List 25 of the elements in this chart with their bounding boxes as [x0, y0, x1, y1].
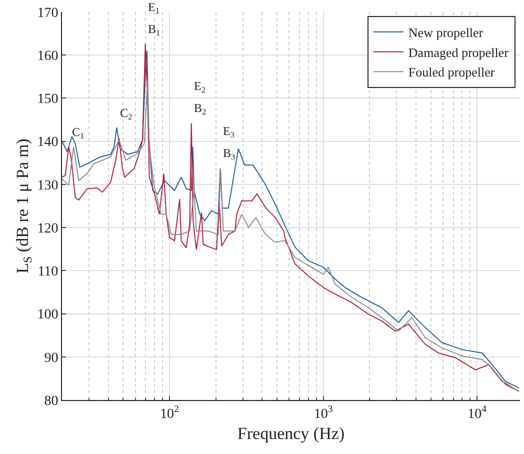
annotation: C$_{1}$	[72, 125, 84, 141]
legend-label: New propeller	[408, 24, 484, 40]
x-tick-label: 10$^{3}$	[314, 404, 333, 422]
y-tick-label: 130	[37, 178, 58, 194]
legend-label: Damaged propeller	[408, 44, 510, 60]
annotation: B$_{1}$	[148, 22, 160, 38]
y-tick-label: 100	[37, 308, 58, 323]
y-tick-label: 120	[37, 221, 58, 236]
annotation: E$_{1}$	[148, 0, 160, 16]
y-tick-label: 80	[44, 394, 58, 409]
annotation: E$_{3}$	[223, 124, 235, 140]
annotation: E$_{2}$	[194, 79, 206, 95]
annotation: C$_{2}$	[120, 106, 132, 122]
y-tick-label: 170	[37, 6, 58, 21]
y-tick-label: 140	[37, 135, 58, 150]
y-tick-label: 90	[44, 350, 58, 366]
y-tick-label: 160	[37, 49, 58, 64]
x-tick-label: 10$^{4}$	[468, 404, 487, 422]
legend-label: Fouled propeller	[408, 64, 496, 80]
x-axis-title: Frequency (Hz)	[237, 424, 345, 444]
y-tick-label: 110	[38, 264, 58, 280]
x-tick-label: 10$^{2}$	[160, 404, 180, 422]
annotation: B$_{2}$	[194, 101, 206, 117]
annotation: B$_{3}$	[223, 146, 236, 162]
y-tick-label: 150	[37, 92, 58, 108]
